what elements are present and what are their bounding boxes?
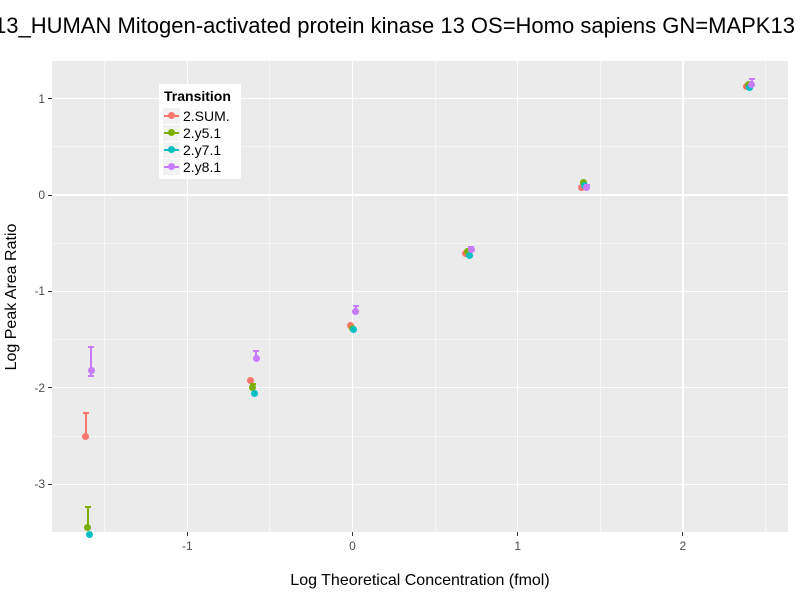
y-axis-tick — [48, 194, 52, 196]
legend-key-swatch — [163, 124, 180, 141]
legend-key-swatch — [163, 158, 180, 175]
legend-entry: 2.y5.1 — [163, 124, 239, 141]
y-axis-tick — [48, 98, 52, 100]
minor-gridline-vertical — [434, 61, 436, 532]
legend-entry: 2.y7.1 — [163, 141, 239, 158]
x-axis-tick-label: 2 — [679, 539, 687, 553]
minor-gridline-horizontal — [52, 435, 788, 437]
x-axis-tick — [186, 532, 188, 536]
legend-entry-label: 2.y8.1 — [183, 158, 222, 175]
y-axis-title: Log Peak Area Ratio — [3, 223, 20, 371]
legend-title: Transition — [164, 88, 231, 104]
legend-entry-label: 2.SUM. — [183, 107, 230, 124]
major-gridline-vertical — [351, 61, 354, 532]
y-axis-tick-label: 0 — [38, 188, 45, 202]
x-axis-tick-label: 1 — [514, 539, 522, 553]
minor-gridline-horizontal — [52, 146, 788, 148]
y-axis-tick — [48, 387, 52, 389]
minor-gridline-vertical — [599, 61, 601, 532]
y-axis-tick — [48, 290, 52, 292]
x-axis-tick — [517, 532, 519, 536]
y-axis-tick-label: -3 — [34, 477, 45, 492]
major-gridline-horizontal — [52, 194, 788, 196]
minor-gridline-horizontal — [52, 339, 788, 341]
x-axis-tick — [352, 532, 353, 536]
y-axis-tick-label: 1 — [38, 91, 45, 106]
major-gridline-horizontal — [52, 483, 788, 485]
legend-rows: 2.SUM. 2.y5.1 2.y7.1 2.y8.1 — [163, 107, 239, 175]
x-axis-title: Log Theoretical Concentration (fmol) — [290, 572, 550, 589]
legend-key-dot-icon — [168, 111, 175, 119]
legend: Transition 2.SUM. 2.y5.1 2.y7.1 2.y8.1 — [159, 84, 241, 179]
y-axis-tick — [48, 483, 52, 485]
minor-gridline-vertical — [765, 61, 766, 532]
x-axis-tick — [682, 532, 684, 536]
minor-gridline-vertical — [269, 61, 271, 532]
major-gridline-vertical — [186, 61, 188, 532]
legend-entry-label: 2.y5.1 — [183, 124, 222, 141]
legend-key-dot-icon — [168, 128, 175, 136]
x-axis-tick-label: 0 — [349, 539, 356, 553]
minor-gridline-horizontal — [52, 242, 788, 244]
legend-entry: 2.y8.1 — [163, 158, 239, 175]
legend-key-swatch — [163, 107, 180, 124]
major-gridline-vertical — [517, 61, 519, 532]
minor-gridline-vertical — [104, 61, 106, 532]
legend-entry: 2.SUM. — [163, 107, 239, 124]
x-axis-tick-label: -1 — [181, 539, 193, 553]
major-gridline-horizontal — [52, 290, 788, 293]
major-gridline-vertical — [682, 61, 684, 532]
y-axis-tick-label: -2 — [34, 380, 45, 395]
legend-entry-label: 2.y7.1 — [183, 141, 222, 158]
major-gridline-horizontal — [52, 97, 788, 100]
legend-key-swatch — [163, 141, 180, 158]
legend-key-dot-icon — [168, 145, 175, 153]
y-axis-tick-label: -1 — [34, 284, 45, 299]
major-gridline-horizontal — [52, 387, 788, 389]
legend-key-dot-icon — [168, 162, 175, 170]
chart-title: 13_HUMAN Mitogen-activated protein kinas… — [0, 13, 795, 38]
